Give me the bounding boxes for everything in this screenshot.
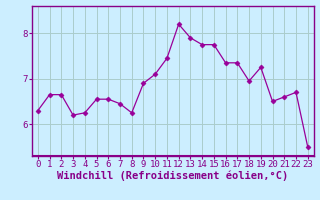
X-axis label: Windchill (Refroidissement éolien,°C): Windchill (Refroidissement éolien,°C) bbox=[57, 171, 288, 181]
